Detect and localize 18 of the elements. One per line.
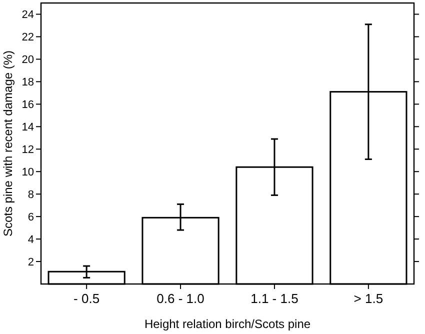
y-tick-label: 10 <box>22 166 34 178</box>
y-tick-label: 12 <box>22 144 34 156</box>
y-axis-title: Scots pine with recent damage (%) <box>1 50 15 237</box>
y-tick-label: 18 <box>22 76 34 89</box>
x-tick-label: 0.6 - 1.0 <box>156 291 204 306</box>
x-tick-label: 1.1 - 1.5 <box>250 291 298 306</box>
y-tick-label: 8 <box>28 188 34 201</box>
y-tick-label: 22 <box>22 32 34 44</box>
y-tick-label: 4 <box>28 234 34 246</box>
y-tick-label: 14 <box>22 121 34 134</box>
y-tick-label: 2 <box>28 256 34 268</box>
y-tick-label: 6 <box>28 211 34 224</box>
y-tick-label: 16 <box>22 99 34 112</box>
x-axis-title: Height relation birch/Scots pine <box>144 317 311 331</box>
x-tick-label: > 1.5 <box>354 291 384 306</box>
y-tick-label: 20 <box>22 54 34 66</box>
y-tick-label: 24 <box>22 9 34 22</box>
x-tick-label: - 0.5 <box>74 291 100 306</box>
